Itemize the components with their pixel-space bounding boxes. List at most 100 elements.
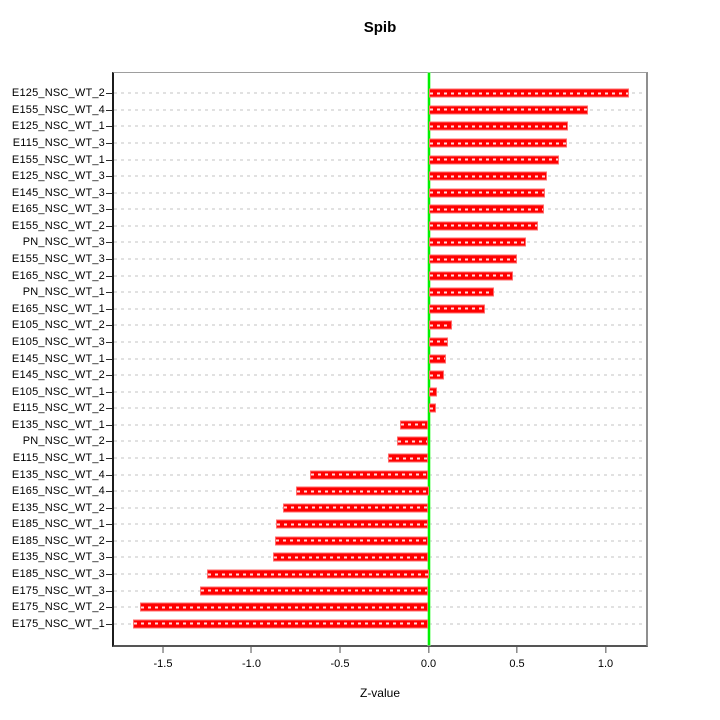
y-tick	[106, 109, 112, 111]
gridline	[114, 291, 646, 294]
y-tick-label: E135_NSC_WT_3	[11, 551, 105, 564]
gridline	[114, 407, 646, 410]
bar	[295, 486, 429, 496]
x-tick: 0.5	[509, 647, 525, 670]
y-tick-label: E105_NSC_WT_2	[11, 319, 105, 332]
bar	[428, 105, 588, 115]
gridline	[114, 423, 646, 426]
y-tick	[106, 623, 112, 625]
bar-row: E145_NSC_WT_3	[12, 184, 646, 201]
y-tick-label: E115_NSC_WT_3	[12, 137, 105, 150]
bar	[396, 436, 429, 446]
bar-row: E185_NSC_WT_2	[12, 533, 646, 550]
y-tick	[106, 491, 112, 493]
bar-row: E185_NSC_WT_3	[12, 566, 646, 583]
y-tick	[106, 93, 112, 95]
gridline	[114, 357, 646, 360]
y-tick	[106, 358, 112, 360]
bar-rows: E125_NSC_WT_2 E155_NSC_WT_4 E125_NSC_WT_1 E…	[12, 73, 646, 645]
bar-row: E165_NSC_WT_1	[12, 301, 646, 318]
x-tick-mark	[427, 647, 429, 653]
y-tick-label: E185_NSC_WT_3	[11, 568, 105, 581]
bar-row: E115_NSC_WT_3	[13, 135, 646, 152]
x-tick-mark	[251, 647, 252, 653]
bar	[139, 602, 429, 612]
bar-row: E135_NSC_WT_3	[12, 549, 646, 566]
bar-row: E155_NSC_WT_1	[12, 151, 646, 168]
x-tick-mark	[162, 647, 164, 653]
bar	[428, 320, 452, 330]
bar	[428, 121, 569, 131]
bar	[428, 171, 548, 181]
bar	[387, 453, 429, 463]
bar-row: E105_NSC_WT_2	[12, 317, 646, 334]
bar-row: E175_NSC_WT_1	[12, 616, 646, 633]
bar-row: E165_NSC_WT_4	[12, 483, 646, 500]
x-tick-label: 0.5	[509, 658, 525, 670]
bar	[428, 138, 567, 148]
bar	[207, 569, 429, 579]
x-tick-label: -1.5	[153, 658, 173, 670]
y-tick-label: E115_NSC_WT_1	[12, 452, 105, 464]
bar-row: E125_NSC_WT_1	[12, 118, 646, 135]
gridline	[114, 324, 646, 327]
y-tick	[106, 325, 112, 327]
bar	[309, 470, 429, 480]
y-tick	[106, 126, 112, 128]
y-tick-label: E145_NSC_WT_2	[11, 369, 105, 382]
plot-area: E125_NSC_WT_2 E155_NSC_WT_4 E125_NSC_WT_1 E…	[12, 72, 648, 647]
gridline	[114, 274, 646, 277]
gridline	[114, 108, 646, 111]
y-tick	[106, 540, 112, 542]
gridline	[114, 158, 646, 161]
chart-title: Spib	[363, 19, 397, 36]
bar-row: E105_NSC_WT_1	[12, 383, 646, 400]
gridline	[114, 440, 646, 443]
bar	[428, 271, 514, 281]
bar	[200, 586, 429, 596]
gridline	[114, 92, 646, 95]
y-tick-label: E125_NSC_WT_1	[11, 120, 105, 133]
bar	[428, 387, 438, 397]
y-tick	[106, 225, 112, 227]
bar	[428, 237, 526, 247]
x-tick-mark	[604, 647, 606, 653]
y-tick-label: E165_NSC_WT_4	[11, 485, 105, 498]
y-tick	[106, 176, 112, 178]
x-axis: -1.5 -1.0 -0.5 0.0 0.5 1.0	[114, 647, 646, 681]
y-tick-label: E165_NSC_WT_1	[11, 302, 105, 315]
x-tick-label: 0.0	[420, 658, 437, 670]
bar	[428, 403, 436, 413]
bar	[428, 337, 448, 347]
x-axis-label: Z-value	[359, 686, 400, 700]
y-tick	[106, 159, 112, 161]
y-tick	[106, 275, 112, 277]
x-tick: -1.0	[242, 647, 261, 670]
bar-row: E165_NSC_WT_3	[12, 201, 646, 218]
gridline	[114, 374, 646, 377]
y-tick-label: E135_NSC_WT_4	[11, 468, 105, 481]
y-tick	[106, 192, 112, 194]
gridline	[114, 258, 646, 261]
bar-row: E145_NSC_WT_1	[12, 350, 646, 367]
bar	[428, 287, 494, 297]
y-tick-label: PN_NSC_WT_1	[22, 286, 105, 299]
gridline	[114, 191, 646, 194]
gridline	[114, 241, 646, 244]
y-tick-label: E165_NSC_WT_3	[11, 203, 105, 216]
bar	[276, 519, 429, 529]
bar-row: E145_NSC_WT_2	[12, 367, 646, 384]
gridline	[114, 224, 646, 227]
bar-row: PN_NSC_WT_2	[23, 433, 646, 450]
y-tick-label: E175_NSC_WT_3	[11, 584, 105, 597]
y-tick	[106, 408, 112, 410]
y-tick-label: E125_NSC_WT_2	[11, 87, 105, 100]
x-tick-label: 1.0	[597, 658, 614, 670]
bar	[428, 221, 539, 231]
y-tick	[106, 375, 112, 377]
y-tick-label: E175_NSC_WT_1	[11, 617, 105, 630]
bar-row: E105_NSC_WT_3	[12, 334, 646, 351]
bar	[428, 188, 546, 198]
bar-row: E155_NSC_WT_2	[12, 218, 646, 235]
